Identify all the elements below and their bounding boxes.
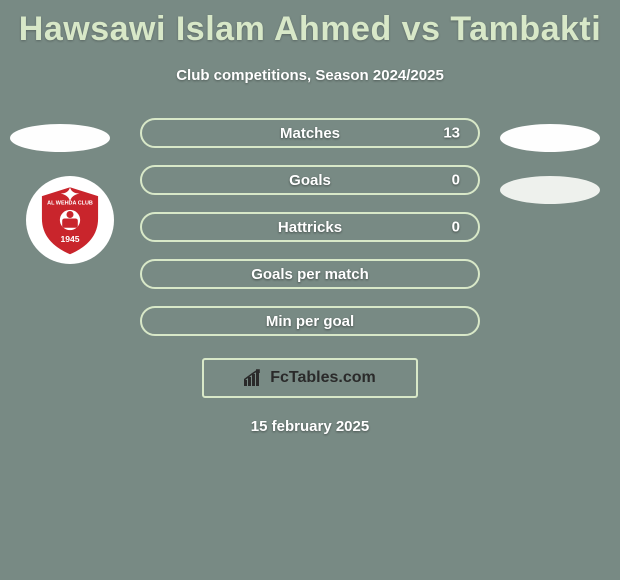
page-subtitle: Club competitions, Season 2024/2025 <box>0 67 620 84</box>
crest-year: 1945 <box>60 234 79 244</box>
stat-row-matches: Matches 13 <box>140 118 480 148</box>
branding-text: FcTables.com <box>270 369 376 387</box>
club-logo-left: AL WEHDA CLUB 1945 <box>26 176 114 264</box>
stat-row-goals-per-match: Goals per match <box>140 259 480 289</box>
bar-chart-icon <box>244 368 264 388</box>
stat-value: 13 <box>443 125 460 142</box>
crest-top-text: AL WEHDA CLUB <box>47 200 93 206</box>
stat-label: Min per goal <box>266 313 354 330</box>
page-title: Hawsawi Islam Ahmed vs Tambakti <box>0 0 620 49</box>
stat-value: 0 <box>452 219 460 236</box>
branding-box[interactable]: FcTables.com <box>202 358 418 398</box>
player-photo-placeholder-right <box>500 124 600 152</box>
stat-label: Goals per match <box>251 266 369 283</box>
al-wehda-crest-icon: AL WEHDA CLUB 1945 <box>31 181 109 259</box>
date-text: 15 february 2025 <box>0 418 620 435</box>
stat-value: 0 <box>452 172 460 189</box>
club-logo-placeholder-right <box>500 176 600 204</box>
stat-row-min-per-goal: Min per goal <box>140 306 480 336</box>
stat-row-goals: Goals 0 <box>140 165 480 195</box>
stat-label: Goals <box>289 172 331 189</box>
stat-label: Hattricks <box>278 219 342 236</box>
player-photo-placeholder-left <box>10 124 110 152</box>
stat-label: Matches <box>280 125 340 142</box>
stat-row-hattricks: Hattricks 0 <box>140 212 480 242</box>
club-logo-circle: AL WEHDA CLUB 1945 <box>26 176 114 264</box>
